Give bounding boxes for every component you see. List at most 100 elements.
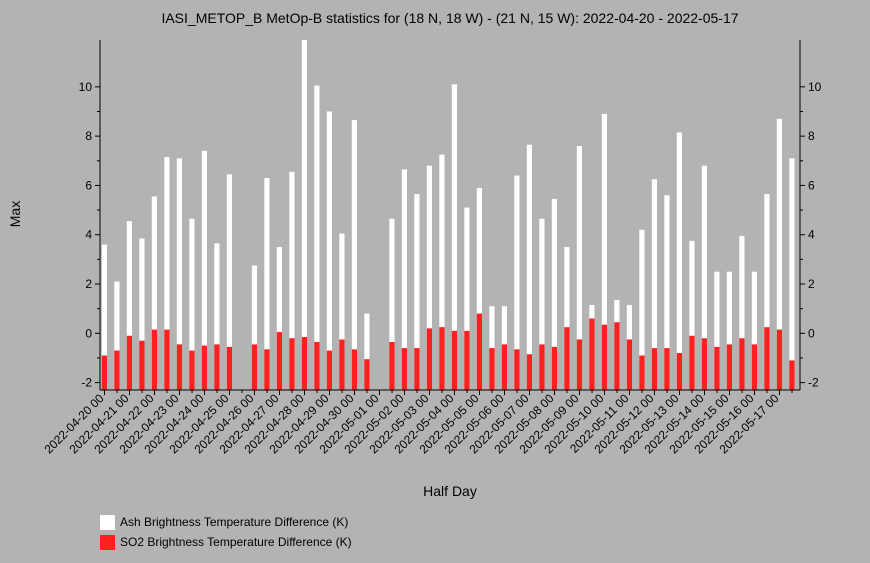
x-axis-label: Half Day [423,483,477,499]
so2-bar-53 [764,327,770,390]
y-tick-label-right-1: 0 [808,326,815,340]
ash-bar-5 [164,157,170,390]
so2-bar-36 [551,346,557,390]
ash-bar-49 [714,271,720,390]
so2-bar-6 [176,344,182,390]
ash-bar-52 [751,271,757,390]
y-tick-label-right-6: 10 [808,80,822,94]
so2-bar-37 [564,327,570,390]
ash-bar-50 [726,271,732,390]
so2-bar-49 [714,346,720,390]
legend: Ash Brightness Temperature Difference (K… [100,512,352,552]
so2-bar-52 [751,344,757,390]
so2-bar-47 [689,335,695,390]
ash-bar-51 [739,235,745,390]
so2-bar-39 [589,318,595,390]
ash-bar-36 [551,198,557,390]
so2-bar-13 [264,349,270,390]
so2-bar-5 [164,329,170,390]
ash-bar-53 [764,194,770,390]
ash-bar-10 [226,174,232,390]
so2-bar-46 [676,353,682,390]
so2-bar-30 [476,313,482,390]
ash-bar-21 [364,313,370,390]
y-tick-label-right-5: 8 [808,129,815,143]
ash-bar-15 [289,171,295,390]
so2-bar-43 [639,355,645,390]
ash-bar-9 [214,243,220,390]
y-tick-label-right-3: 4 [808,228,815,242]
y-tick-label-left-2: 2 [85,277,92,291]
ash-bar-40 [601,113,607,390]
legend-label-so2: SO2 Brightness Temperature Difference (K… [120,535,352,549]
so2-bar-28 [451,330,457,390]
so2-bar-27 [439,327,445,390]
so2-bar-10 [226,346,232,390]
so2-bar-32 [501,344,507,390]
y-tick-label-left-3: 4 [85,228,92,242]
bars-layer [101,40,795,391]
so2-bar-8 [201,345,207,390]
ash-bar-37 [564,247,570,390]
ash-bar-27 [439,154,445,390]
legend-item-ash: Ash Brightness Temperature Difference (K… [100,512,352,532]
so2-bar-42 [626,339,632,390]
y-axis-label: Max [7,201,23,227]
y-tick-label-left-4: 6 [85,178,92,192]
ash-bar-35 [539,218,545,390]
ash-bar-4 [151,196,157,390]
so2-bar-25 [414,348,420,390]
so2-bar-17 [314,341,320,390]
ash-bar-18 [326,111,332,390]
ash-bar-24 [401,169,407,390]
so2-bar-51 [739,338,745,390]
so2-bar-1 [114,350,120,390]
ash-bar-45 [664,195,670,390]
ash-bar-8 [201,150,207,390]
so2-bar-19 [339,339,345,390]
ash-bar-38 [576,145,582,390]
so2-bar-45 [664,348,670,390]
so2-bar-12 [251,344,257,390]
so2-bar-3 [139,340,145,390]
ash-bar-26 [426,165,432,390]
so2-bar-41 [614,322,620,390]
so2-bar-4 [151,329,157,390]
ash-bar-0 [101,244,107,390]
chart-title: IASI_METOP_B MetOp-B statistics for (18 … [161,10,738,26]
so2-bar-40 [601,324,607,390]
y-tick-label-right-4: 6 [808,178,815,192]
y-tick-label-right-2: 2 [808,277,815,291]
ash-bar-29 [464,207,470,390]
so2-bar-2 [126,335,132,390]
y-tick-label-right-0: -2 [808,376,819,390]
legend-swatch-so2 [100,534,115,550]
ash-bar-54 [776,118,782,391]
so2-bar-18 [326,350,332,390]
so2-bar-7 [189,350,195,390]
legend-label-ash: Ash Brightness Temperature Difference (K… [120,515,349,529]
so2-bar-34 [526,354,532,390]
so2-bar-33 [514,349,520,390]
ash-bar-20 [351,120,357,391]
so2-bar-20 [351,349,357,390]
ash-bar-17 [314,85,320,390]
so2-bar-50 [726,344,732,390]
so2-bar-16 [301,337,307,390]
legend-item-so2: SO2 Brightness Temperature Difference (K… [100,532,352,552]
ash-bar-48 [701,165,707,390]
so2-bar-44 [651,348,657,390]
ash-bar-55 [789,158,795,390]
so2-bar-31 [489,348,495,390]
ash-bar-6 [176,158,182,390]
ash-bar-19 [339,233,345,390]
ash-bar-25 [414,194,420,390]
so2-bar-0 [101,355,107,390]
so2-bar-9 [214,344,220,390]
ash-bar-16 [301,40,307,390]
so2-bar-15 [289,338,295,390]
y-tick-label-left-6: 10 [79,80,93,94]
ash-bar-44 [651,179,657,390]
